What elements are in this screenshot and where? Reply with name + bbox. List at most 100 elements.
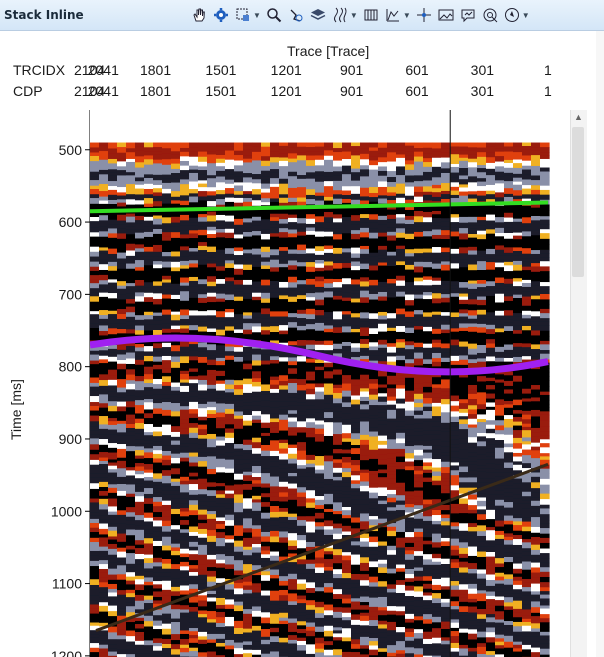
seismic-sample — [279, 624, 289, 629]
chevron-down-icon[interactable]: ▼ — [349, 10, 358, 20]
seismic-sample — [459, 530, 469, 536]
chevron-down-icon[interactable]: ▼ — [521, 10, 530, 20]
seismic-sample — [108, 302, 118, 307]
seismic-sample — [225, 514, 235, 521]
seismic-sample — [288, 162, 298, 168]
seismic-sample — [225, 169, 235, 175]
settings-gear-icon[interactable] — [212, 6, 230, 24]
seismic-sample — [252, 164, 262, 172]
seismic-sample — [360, 574, 370, 578]
seismic-sample — [423, 449, 433, 454]
seismic-sample — [351, 564, 361, 571]
seismic-sample — [225, 277, 235, 282]
seismic-sample — [423, 452, 433, 459]
seismic-sample — [243, 444, 253, 451]
seismic-sample — [315, 281, 325, 288]
seismic-sample — [225, 622, 235, 627]
histogram-icon[interactable] — [384, 6, 402, 24]
seismic-sample — [234, 642, 244, 649]
seismic-sample — [405, 568, 415, 575]
seismic-sample — [162, 271, 172, 277]
seismic-sample — [351, 605, 361, 611]
pick-icon[interactable] — [287, 6, 305, 24]
seismic-sample — [153, 634, 163, 639]
seismic-sample — [198, 161, 208, 167]
seismic-sample — [414, 256, 424, 263]
seismic-sample — [198, 483, 208, 490]
seismic-sample — [180, 434, 190, 439]
seismic-sample — [207, 443, 217, 448]
seismic-sample — [270, 301, 280, 307]
seismic-sample — [99, 469, 109, 475]
navigate-compass-icon[interactable] — [503, 6, 521, 24]
seismic-sample — [468, 418, 478, 426]
trace-header-icon[interactable] — [362, 6, 380, 24]
seismic-sample — [432, 434, 442, 441]
seismic-sample — [324, 312, 334, 319]
seismic-sample — [288, 214, 298, 219]
seismic-sample — [333, 222, 343, 229]
tracker-icon[interactable] — [481, 6, 499, 24]
seismic-sample — [252, 235, 262, 241]
seismic-sample — [315, 508, 325, 514]
annotation-icon[interactable] — [459, 6, 477, 24]
seismic-sample — [108, 219, 118, 226]
seismic-sample — [162, 542, 172, 547]
seismic-sample — [144, 562, 154, 569]
seismic-sample — [171, 361, 181, 369]
seismic-sample — [216, 454, 226, 460]
seismic-sample — [297, 595, 307, 600]
seismic-sample — [396, 478, 406, 484]
seismic-sample — [288, 601, 298, 606]
seismic-sample — [423, 158, 433, 163]
seismic-sample — [441, 307, 451, 313]
seismic-sample — [369, 649, 379, 656]
seismic-sample — [180, 225, 190, 231]
seismic-sample — [423, 276, 433, 281]
chevron-down-icon[interactable]: ▼ — [253, 10, 261, 20]
export-image-icon[interactable] — [437, 6, 455, 24]
seismic-sample — [396, 403, 406, 409]
chevron-down-icon[interactable]: ▼ — [402, 10, 411, 20]
seismic-sample — [441, 333, 451, 339]
seismic-sample — [369, 415, 379, 420]
seismic-sample — [468, 242, 478, 248]
seismic-sample — [279, 546, 289, 552]
seismic-sample — [450, 529, 460, 536]
seismic-sample — [423, 469, 433, 474]
seismic-sample — [387, 400, 397, 406]
seismic-sample — [108, 635, 118, 640]
seismic-sample — [360, 648, 370, 655]
seismic-sample — [468, 270, 478, 276]
zoom-box-icon[interactable] — [234, 6, 252, 24]
seismic-sample — [234, 146, 244, 152]
seismic-sample — [324, 504, 334, 510]
seismic-sample — [360, 327, 370, 332]
seismic-sample — [252, 491, 262, 497]
seismic-sample — [432, 611, 442, 618]
seismic-sample — [261, 526, 271, 533]
seismic-sample — [99, 635, 109, 641]
seismic-sample — [405, 458, 415, 463]
seismic-sample — [225, 215, 235, 223]
seismic-sample — [270, 422, 280, 428]
seismic-sample — [342, 243, 352, 249]
seismic-sample — [423, 359, 433, 365]
crosshair-icon[interactable] — [415, 6, 433, 24]
seismic-sample — [117, 397, 127, 403]
seismic-sample — [216, 420, 226, 426]
seismic-sample — [387, 563, 397, 570]
seismic-sample — [396, 209, 406, 215]
seismic-sample — [423, 573, 433, 577]
seismic-sample — [351, 172, 361, 176]
seismic-sample — [243, 298, 253, 305]
pan-hand-icon[interactable] — [190, 6, 208, 24]
zoom-magnifier-icon[interactable] — [265, 6, 283, 24]
layers-icon[interactable] — [309, 6, 327, 24]
seismic-sample — [333, 209, 343, 215]
wiggle-display-icon[interactable] — [331, 6, 349, 24]
seismic-sample — [198, 259, 208, 266]
seismic-sample — [225, 485, 235, 492]
seismic-sample — [171, 240, 181, 247]
